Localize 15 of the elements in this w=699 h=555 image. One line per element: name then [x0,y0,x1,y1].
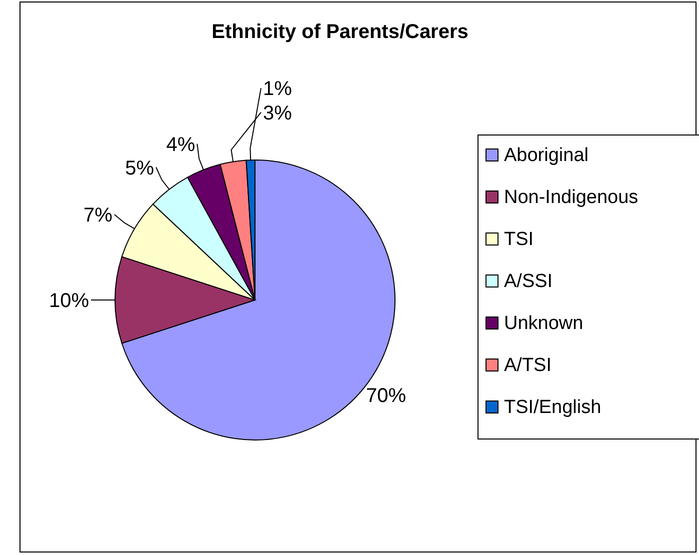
data-label: 3% [263,102,292,124]
legend-label: Aboriginal [504,145,588,166]
legend-label: A/SSI [504,271,553,292]
data-label: 7% [83,204,113,226]
data-label: 70% [366,385,406,408]
data-label: 1% [263,78,292,100]
chart-title: Ethnicity of Parents/Carers [212,21,468,43]
legend-label: TSI [504,229,534,250]
data-label: 10% [48,290,90,312]
data-label: 4% [166,134,196,156]
legend-label: Unknown [504,313,584,334]
data-label: 5% [125,157,154,180]
legend-label: TSI/English [504,397,602,418]
legend-label: A/TSI [504,355,552,376]
legend-label: Non-Indigenous [504,187,638,208]
